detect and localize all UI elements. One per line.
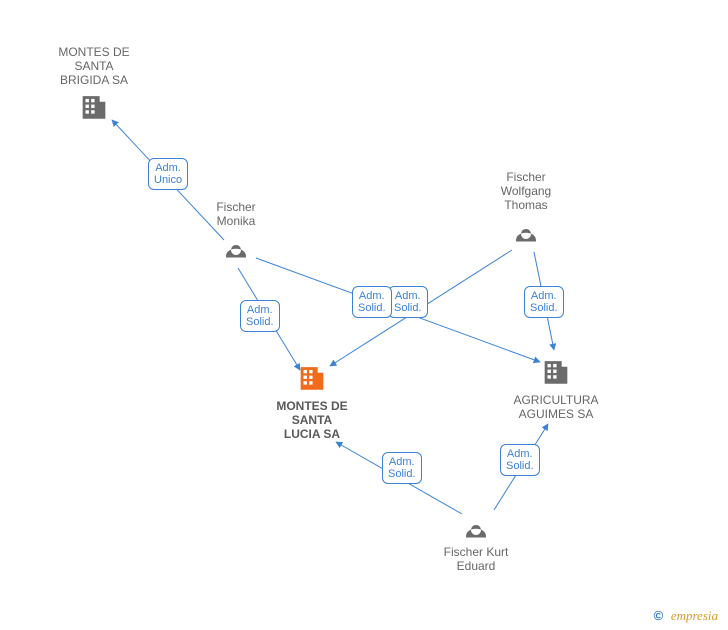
vinculos-diagram: { "type": "network", "background_color":… bbox=[0, 0, 728, 630]
node-montes_brigida[interactable]: MONTES DE SANTA BRIGIDA SA bbox=[34, 45, 154, 128]
edge-label: Adm. Unico bbox=[148, 158, 188, 190]
node-montes_lucia[interactable]: MONTES DE SANTA LUCIA SA bbox=[252, 358, 372, 441]
node-label: AGRICULTURA AGUIMES SA bbox=[496, 393, 616, 421]
edge-label: Adm. Solid. bbox=[388, 286, 428, 318]
node-label: MONTES DE SANTA BRIGIDA SA bbox=[34, 45, 154, 87]
footer-credit: © empresia bbox=[654, 608, 718, 624]
node-label: Fischer Wolfgang Thomas bbox=[466, 170, 586, 212]
node-label: Fischer Kurt Eduard bbox=[416, 545, 536, 573]
node-agricultura[interactable]: AGRICULTURA AGUIMES SA bbox=[496, 352, 616, 421]
node-label: Fischer Monika bbox=[176, 200, 296, 228]
edge-label: Adm. Solid. bbox=[500, 444, 540, 476]
node-label: MONTES DE SANTA LUCIA SA bbox=[252, 399, 372, 441]
brand-name: empresia bbox=[671, 608, 718, 623]
node-fischer_kurt[interactable]: Fischer Kurt Eduard bbox=[416, 508, 536, 573]
building-icon bbox=[77, 89, 111, 123]
edge-label: Adm. Solid. bbox=[240, 300, 280, 332]
copyright-symbol: © bbox=[654, 608, 664, 623]
edge-label: Adm. Solid. bbox=[524, 286, 564, 318]
building-icon bbox=[539, 354, 573, 388]
person-icon bbox=[461, 510, 491, 540]
node-fischer_wolfgang[interactable]: Fischer Wolfgang Thomas bbox=[466, 170, 586, 249]
node-fischer_monika[interactable]: Fischer Monika bbox=[176, 200, 296, 265]
edge-label: Adm. Solid. bbox=[352, 286, 392, 318]
person-icon bbox=[511, 214, 541, 244]
building-icon bbox=[295, 360, 329, 394]
edge-label: Adm. Solid. bbox=[382, 452, 422, 484]
person-icon bbox=[221, 230, 251, 260]
